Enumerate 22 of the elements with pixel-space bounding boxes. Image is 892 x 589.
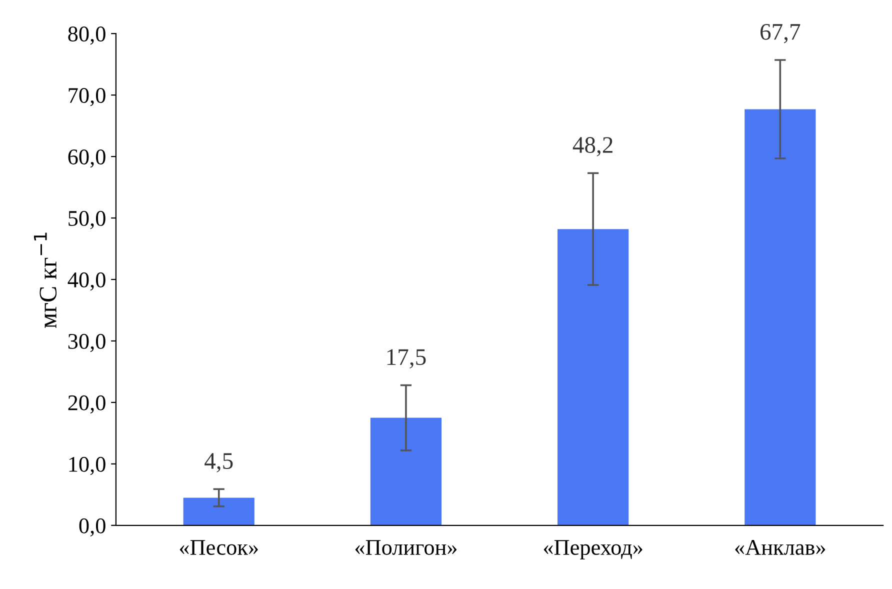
data-label: 48,2 xyxy=(572,137,612,156)
y-tick-label: 70,0 xyxy=(68,88,106,106)
y-tick-label: 80,0 xyxy=(68,26,106,45)
x-tick-label: «Переход» xyxy=(544,540,642,560)
y-tick-label: 60,0 xyxy=(68,149,106,168)
x-tick-label: «Анклав» xyxy=(735,540,826,555)
y-tick-label: 30,0 xyxy=(68,334,106,352)
data-label: 17,5 xyxy=(387,349,426,368)
data-label: 67,7 xyxy=(760,24,800,44)
bar xyxy=(370,418,442,526)
bar xyxy=(558,229,629,526)
y-tick-label: 10,0 xyxy=(69,456,106,476)
x-tick-label: «Полигон» xyxy=(355,540,457,555)
data-label: 4,5 xyxy=(204,453,233,472)
y-tick-label: 20,0 xyxy=(68,395,106,414)
x-tick-label: «Песок» xyxy=(180,540,258,555)
y-tick-label: 50,0 xyxy=(68,210,106,230)
y-tick-label: 0,0 xyxy=(79,518,106,537)
bar xyxy=(744,109,816,526)
bar xyxy=(183,498,254,526)
y-tick-label: 40,0 xyxy=(68,272,106,291)
y-axis-title: мгС кг$^{−1}$ xyxy=(34,232,57,328)
